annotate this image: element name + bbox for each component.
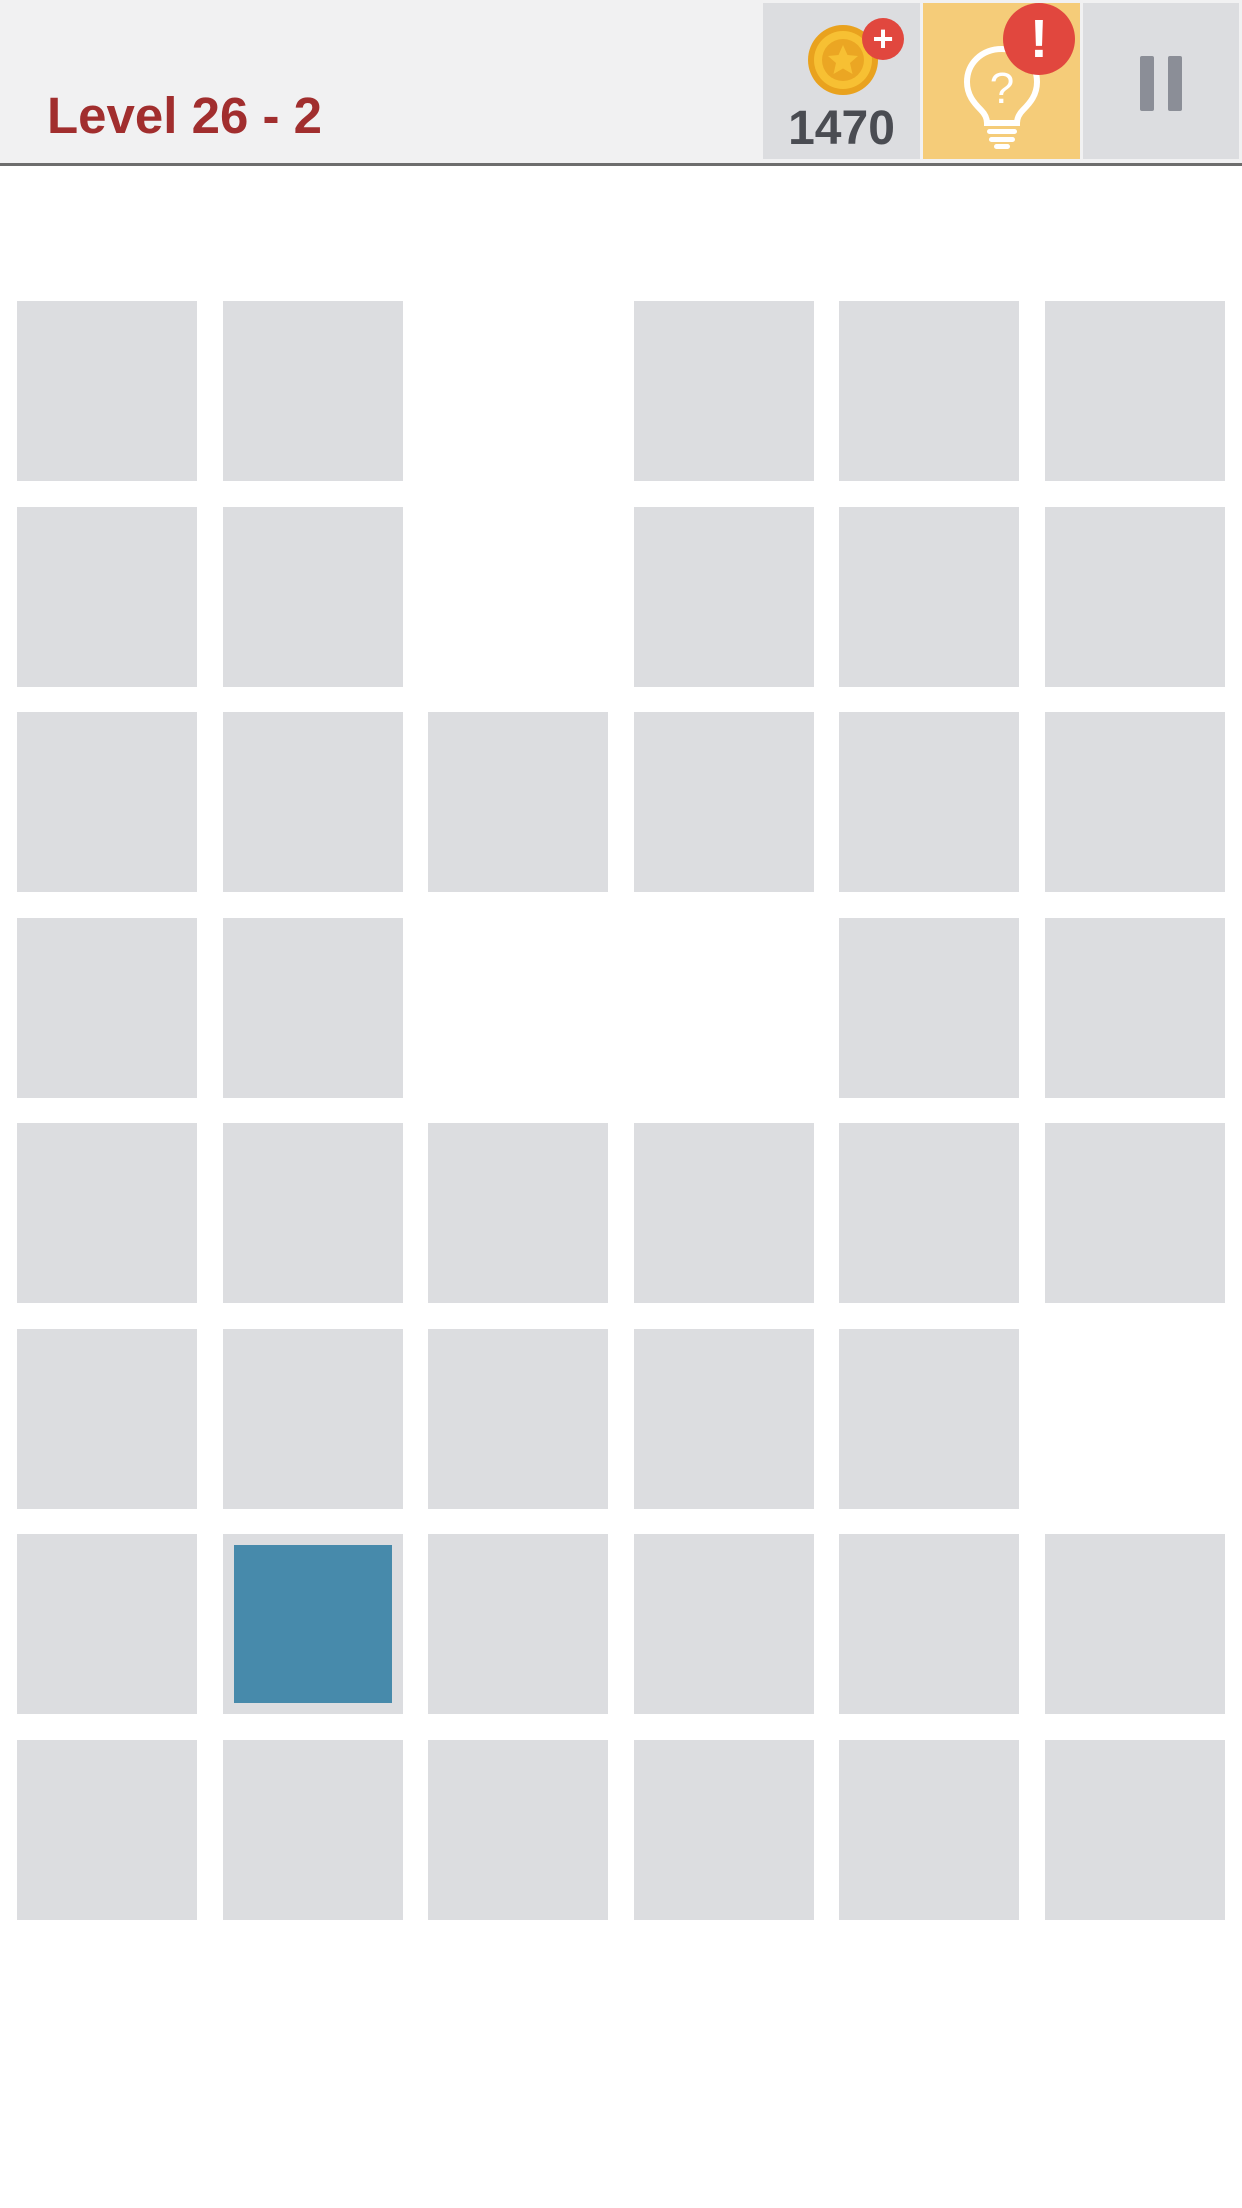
grid-cell[interactable] [839,1534,1019,1714]
grid-cell[interactable] [634,1740,814,1920]
pause-button[interactable] [1083,3,1239,159]
svg-text:?: ? [990,64,1014,113]
grid-cell[interactable] [17,712,197,892]
grid-cell[interactable] [839,507,1019,687]
grid-cell[interactable] [839,301,1019,481]
coins-button[interactable]: + 1470 [763,3,920,159]
grid-cell[interactable] [223,1123,403,1303]
hint-button[interactable]: ? ! [923,3,1080,159]
coin-star-icon [808,25,878,95]
grid-cell[interactable] [17,1534,197,1714]
lightbulb-question-icon: ? [963,45,1041,149]
grid-cell-filled[interactable] [223,1534,403,1714]
grid-cell[interactable] [634,1329,814,1509]
grid-cell[interactable] [839,1123,1019,1303]
grid-cell[interactable] [223,918,403,1098]
grid-cell[interactable] [839,918,1019,1098]
grid-cell[interactable] [428,1329,608,1509]
grid-cell[interactable] [17,1123,197,1303]
grid-cell[interactable] [428,1123,608,1303]
grid-cell[interactable] [1045,1740,1225,1920]
grid-cell[interactable] [17,1740,197,1920]
level-title: Level 26 - 2 [47,87,322,144]
grid-cell[interactable] [839,1329,1019,1509]
grid-cell[interactable] [223,301,403,481]
grid-cell[interactable] [17,507,197,687]
grid-cell[interactable] [839,1740,1019,1920]
grid-cell[interactable] [634,507,814,687]
grid-cell[interactable] [634,1534,814,1714]
grid-cell[interactable] [634,712,814,892]
grid-cell[interactable] [428,1534,608,1714]
grid-cell[interactable] [1045,712,1225,892]
coin-count: 1470 [788,102,895,155]
grid-cell[interactable] [428,1740,608,1920]
grid-cell[interactable] [1045,1534,1225,1714]
grid-cell[interactable] [223,712,403,892]
grid-cell[interactable] [1045,301,1225,481]
top-bar: Level 26 - 2 + 1470 ? ! [0,0,1242,166]
grid-cell[interactable] [17,1329,197,1509]
grid-cell[interactable] [223,1329,403,1509]
grid-cell[interactable] [634,301,814,481]
pause-icon [1140,56,1182,111]
hint-alert-badge: ! [1003,3,1075,75]
grid-cell[interactable] [1045,918,1225,1098]
add-coins-icon[interactable]: + [862,18,904,60]
grid-cell[interactable] [839,712,1019,892]
grid-cell[interactable] [223,1740,403,1920]
grid-cell[interactable] [1045,507,1225,687]
grid-cell[interactable] [428,712,608,892]
grid-cell[interactable] [1045,1123,1225,1303]
grid-cell[interactable] [634,1123,814,1303]
grid-cell[interactable] [223,507,403,687]
grid-cell[interactable] [17,918,197,1098]
grid-cell[interactable] [17,301,197,481]
